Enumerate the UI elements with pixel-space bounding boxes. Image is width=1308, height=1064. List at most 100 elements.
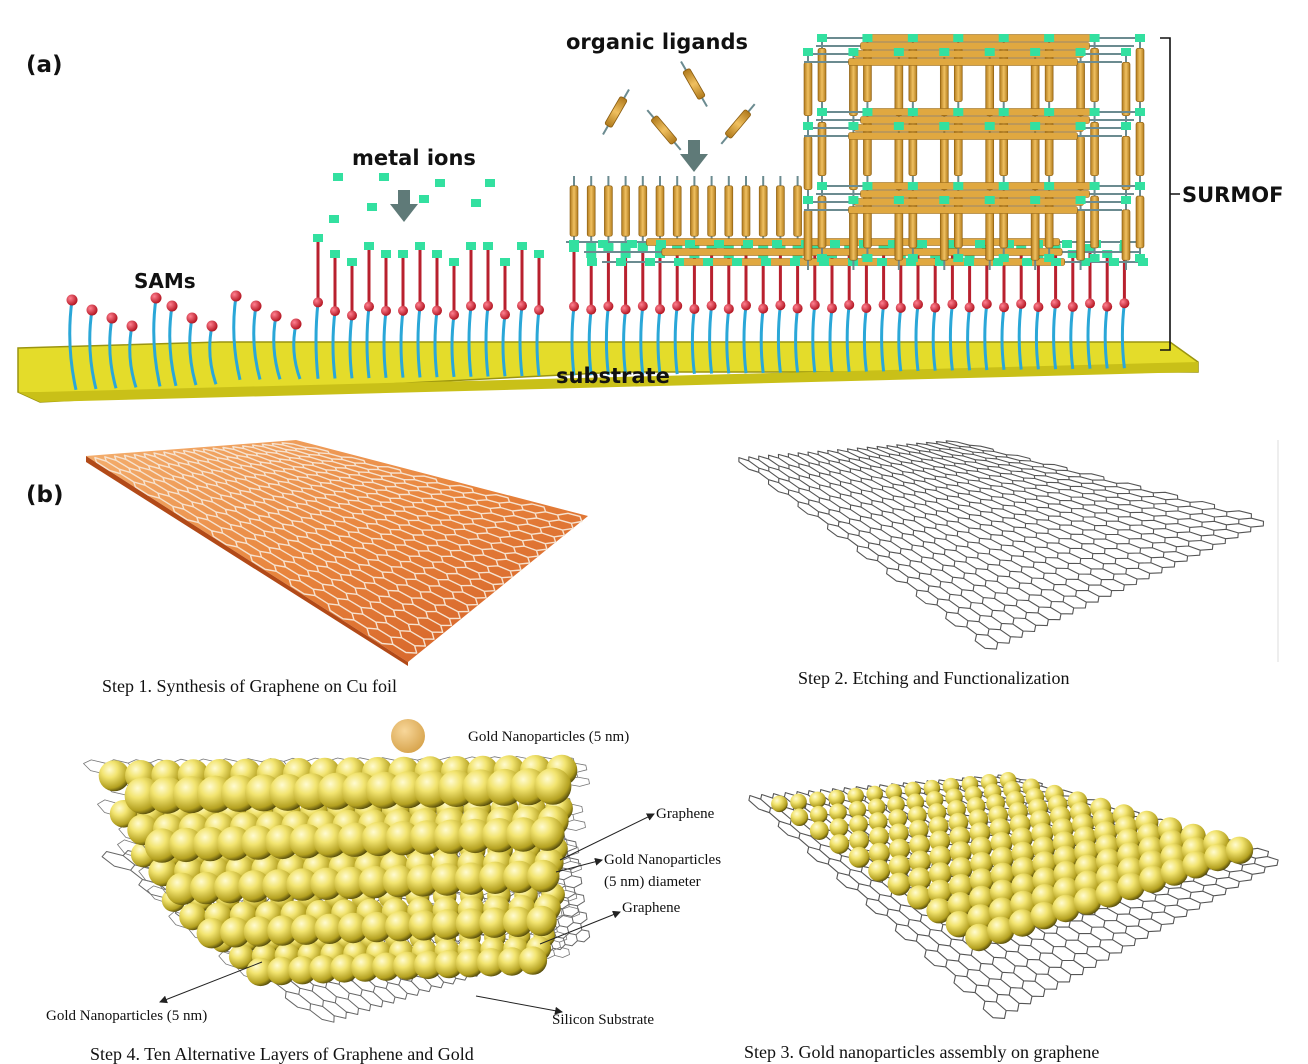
framework-linker bbox=[1121, 136, 1131, 190]
framework-linker bbox=[803, 136, 813, 190]
framework-node bbox=[998, 108, 1009, 116]
gold-nanoparticle bbox=[330, 954, 359, 983]
gold-nanoparticle bbox=[310, 867, 343, 900]
sam-molecule bbox=[106, 312, 118, 389]
step1-copper-foil bbox=[86, 440, 588, 666]
framework-node bbox=[1044, 34, 1055, 42]
gold-nanoparticle bbox=[267, 956, 296, 986]
gold-nanoparticle bbox=[392, 951, 422, 980]
framework-node bbox=[1022, 258, 1032, 266]
sam-molecule bbox=[534, 250, 544, 377]
framework-node bbox=[598, 240, 608, 248]
framework-node bbox=[907, 254, 918, 262]
gold-nanoparticle bbox=[848, 846, 870, 868]
gold-nanoparticle bbox=[530, 816, 565, 851]
framework-linker bbox=[793, 185, 802, 237]
framework-node bbox=[953, 108, 964, 116]
framework-node bbox=[587, 258, 597, 266]
sam-molecule bbox=[206, 320, 218, 385]
gold-nanoparticle bbox=[497, 947, 527, 976]
framework-linker bbox=[776, 185, 785, 237]
framework-node bbox=[1121, 196, 1131, 204]
framework-linker bbox=[854, 198, 1084, 206]
gold-nanoparticle bbox=[534, 767, 572, 805]
gold-nanoparticle bbox=[987, 916, 1015, 944]
gold-nanoparticle bbox=[928, 862, 952, 886]
sam-molecule bbox=[166, 300, 178, 387]
sam-molecule bbox=[432, 250, 442, 378]
framework-node bbox=[1135, 182, 1145, 190]
framework-linker bbox=[848, 206, 1078, 214]
framework-linker bbox=[661, 248, 1063, 256]
framework-linker bbox=[758, 185, 768, 237]
gold-nanoparticle bbox=[887, 796, 905, 814]
sam-molecule bbox=[126, 320, 138, 388]
framework-node bbox=[772, 240, 782, 248]
gold-nanoparticle bbox=[929, 845, 952, 868]
framework-node bbox=[893, 122, 904, 130]
gold-nanoparticle bbox=[455, 908, 487, 939]
framework-node bbox=[1044, 254, 1055, 262]
gold-nanoparticle bbox=[241, 825, 276, 860]
gold-nanoparticle bbox=[217, 826, 252, 861]
framework-node bbox=[1044, 182, 1055, 190]
gold-nanoparticle bbox=[929, 830, 951, 852]
framework-node bbox=[848, 122, 859, 130]
sam-molecule bbox=[517, 242, 527, 377]
gold-nanoparticle bbox=[238, 870, 271, 903]
framework-linker bbox=[1090, 48, 1099, 102]
gold-nanoparticle bbox=[909, 834, 931, 856]
step1-graphene-lattice bbox=[94, 442, 583, 654]
callout-silicon: Silicon Substrate bbox=[552, 1012, 654, 1028]
framework-linker bbox=[817, 48, 827, 102]
framework-node bbox=[1030, 196, 1041, 204]
framework-linker bbox=[803, 209, 813, 261]
gold-nanoparticle bbox=[849, 815, 868, 834]
framework-node bbox=[758, 242, 769, 250]
framework-node bbox=[1030, 48, 1041, 56]
gold-nanoparticle bbox=[432, 909, 463, 940]
metal-ions-label: metal ions bbox=[352, 146, 476, 170]
gold-nanoparticle bbox=[970, 852, 994, 875]
gold-nanoparticle bbox=[829, 834, 850, 854]
framework-node bbox=[893, 48, 904, 56]
framework-node bbox=[975, 240, 985, 248]
framework-node bbox=[862, 34, 873, 42]
framework-node bbox=[603, 242, 614, 250]
sam-molecule bbox=[230, 290, 242, 381]
framework-linker bbox=[866, 182, 1096, 190]
gold-nanoparticle bbox=[829, 803, 847, 821]
graphene-lattice bbox=[738, 440, 1265, 650]
sam-molecule bbox=[150, 292, 162, 387]
gold-nanoparticle bbox=[866, 785, 883, 803]
graphene-lattice bbox=[94, 442, 583, 654]
framework-node bbox=[1062, 240, 1072, 248]
framework-linker bbox=[939, 136, 949, 190]
metal-ion bbox=[329, 215, 339, 223]
sam-molecule bbox=[1067, 250, 1078, 370]
framework-node bbox=[998, 254, 1009, 262]
gold-nanoparticle bbox=[457, 818, 493, 854]
gold-nanoparticle bbox=[382, 865, 415, 898]
gold-nanoparticle bbox=[1225, 836, 1254, 864]
framework-node bbox=[803, 122, 813, 130]
ligands-arrow-icon bbox=[680, 140, 708, 172]
panel-a-surmof-diagram: (a) SAMs metal ions organic ligands SURM… bbox=[17, 30, 1283, 403]
framework-linker bbox=[1076, 136, 1085, 190]
gold-nanoparticle bbox=[189, 871, 223, 905]
gold-nanoparticle bbox=[907, 885, 932, 910]
step3-gold-nanoparticle-array bbox=[771, 772, 1254, 952]
callout-gold-bottom: Gold Nanoparticles (5 nm) bbox=[46, 1008, 207, 1024]
gold-nanoparticle bbox=[888, 809, 908, 828]
sam-molecule bbox=[86, 304, 98, 390]
gold-nanoparticle bbox=[888, 823, 909, 844]
sams-label: SAMs bbox=[134, 269, 196, 293]
framework-linker bbox=[849, 209, 858, 261]
sam-molecule bbox=[415, 242, 425, 378]
framework-linker bbox=[569, 185, 579, 237]
gold-nanoparticle bbox=[848, 800, 867, 819]
gold-nanoparticle bbox=[196, 918, 227, 949]
framework-node bbox=[848, 196, 859, 204]
framework-linker bbox=[724, 185, 734, 237]
